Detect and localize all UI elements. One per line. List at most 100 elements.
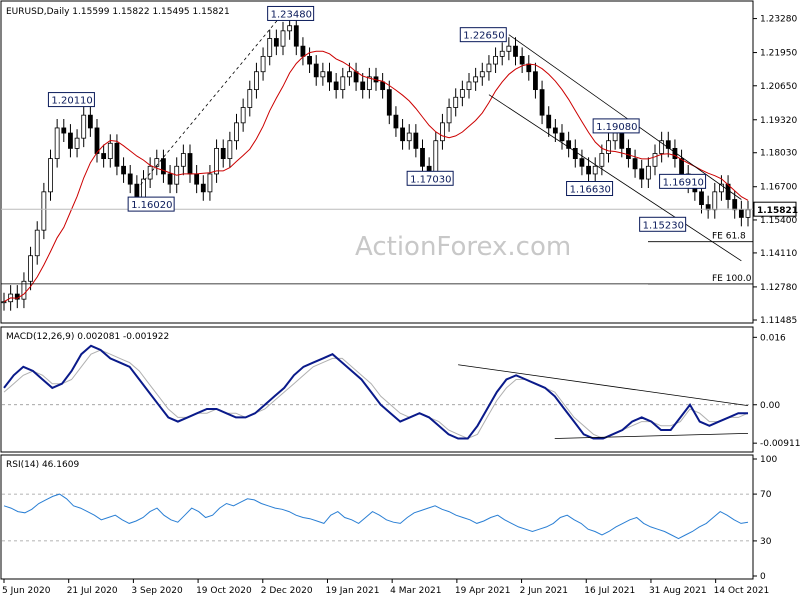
candle-body [267, 38, 273, 57]
level-label: 1.16910 [663, 177, 704, 188]
candle-body [665, 140, 671, 149]
candle-body [719, 183, 724, 193]
candle-body [559, 132, 565, 142]
candle-body [466, 81, 472, 91]
candle-body [599, 153, 605, 167]
candle-body [287, 25, 293, 32]
candle-body [207, 173, 213, 193]
candle-body [28, 255, 33, 282]
level-box [566, 181, 614, 197]
rsi-title: RSI(14) 46.1609 [6, 460, 79, 470]
candle-body [81, 114, 87, 139]
x-tick-label: 2 Jun 2021 [520, 586, 568, 596]
candle-body [200, 183, 206, 193]
level-label: 1.17030 [410, 174, 451, 185]
price-tick-label: 1.21950 [760, 49, 797, 59]
price-panel-frame [0, 0, 754, 324]
candle-body [519, 55, 525, 65]
macd-tick-label: 0.016 [760, 333, 786, 343]
candle-body [234, 122, 239, 142]
candle-body [307, 55, 312, 65]
candle-body [293, 25, 299, 47]
candle-body [34, 229, 40, 257]
candle-body [400, 127, 405, 142]
candle-body [539, 89, 545, 116]
x-tick-label: 21 Jul 2020 [67, 586, 118, 596]
candle-body [180, 153, 186, 167]
macd-layer: 0.016 0.00 -0.009116 [2, 333, 800, 449]
level-box [406, 170, 454, 186]
level-label: 1.22650 [463, 31, 504, 42]
candle-body [526, 63, 532, 73]
x-tick-label: 3 Sep 2020 [131, 586, 183, 596]
candle-body [552, 127, 558, 134]
candle-body [420, 147, 425, 167]
candle-body [639, 168, 645, 180]
candle-body [738, 209, 744, 218]
level-box [47, 92, 95, 108]
candle-body [566, 140, 572, 149]
candle-body [61, 127, 67, 134]
level-label: 1.23480 [271, 9, 312, 20]
x-tick-label: 2 Dec 2020 [261, 586, 313, 596]
candle-body [745, 209, 751, 218]
price-tick-label: 1.23280 [760, 15, 797, 25]
candle-body [87, 114, 93, 129]
candle-body [513, 45, 518, 57]
fib-label: FE 100.0 [712, 274, 752, 284]
x-tick-label: 19 Apr 2021 [455, 586, 511, 596]
rsi-line [3, 493, 749, 540]
candle-body [313, 63, 319, 78]
candle-body [479, 71, 485, 78]
candle-body [652, 153, 658, 167]
candle-body [446, 107, 452, 124]
candle-body [612, 132, 618, 142]
candle-body [732, 199, 738, 211]
candle-body [74, 137, 80, 149]
channel-lower-line [488, 94, 742, 262]
macd-title: MACD(12,26,9) 0.002081 -0.001922 [6, 332, 169, 342]
level-label: 1.20110 [51, 96, 92, 107]
current-price-label: 1.15821 [757, 206, 798, 216]
level-box [267, 5, 315, 21]
candle-body [440, 122, 445, 142]
rising-trendline [136, 13, 284, 190]
price-tick-label: 1.16700 [760, 183, 797, 193]
macd-signal-line [3, 349, 749, 440]
candle-body [280, 30, 286, 47]
candle-body [626, 147, 631, 160]
candle-body [453, 96, 459, 108]
candle-body [645, 165, 651, 180]
level-label: 1.16020 [131, 200, 172, 211]
candle-body [247, 89, 253, 108]
rsi-layer: 100 70 30 0 [2, 455, 777, 582]
candle-body [473, 76, 479, 83]
level-box [459, 27, 507, 43]
macd-tick-label: 0.00 [760, 401, 780, 411]
x-tick-label: 19 Jan 2021 [325, 586, 379, 596]
candle-body [533, 71, 538, 91]
x-tick-label: 19 Oct 2020 [196, 586, 252, 596]
rsi-tick-label: 0 [760, 572, 766, 582]
candle-body [340, 76, 346, 91]
candle-body [94, 127, 100, 154]
candle-body [320, 71, 326, 78]
candle-body [54, 127, 60, 160]
macd-trendline-lower [554, 433, 749, 439]
candle-body [486, 63, 492, 73]
candle-body [48, 158, 53, 193]
candle-body [273, 38, 279, 47]
x-tick-label: 16 Jul 2021 [584, 586, 635, 596]
level-box [592, 118, 640, 134]
candle-body [347, 71, 352, 78]
price-tick-label: 1.12780 [760, 283, 797, 293]
candle-body [393, 114, 399, 129]
candle-body [380, 81, 386, 91]
candle-body [606, 140, 611, 154]
candle-body [141, 178, 146, 200]
candle-body [386, 89, 392, 116]
candle-body [194, 173, 200, 185]
candle-body [699, 191, 704, 206]
chart-title: EURUSD,Daily 1.15599 1.15822 1.15495 1.1… [6, 7, 230, 17]
candle-body [300, 45, 306, 57]
